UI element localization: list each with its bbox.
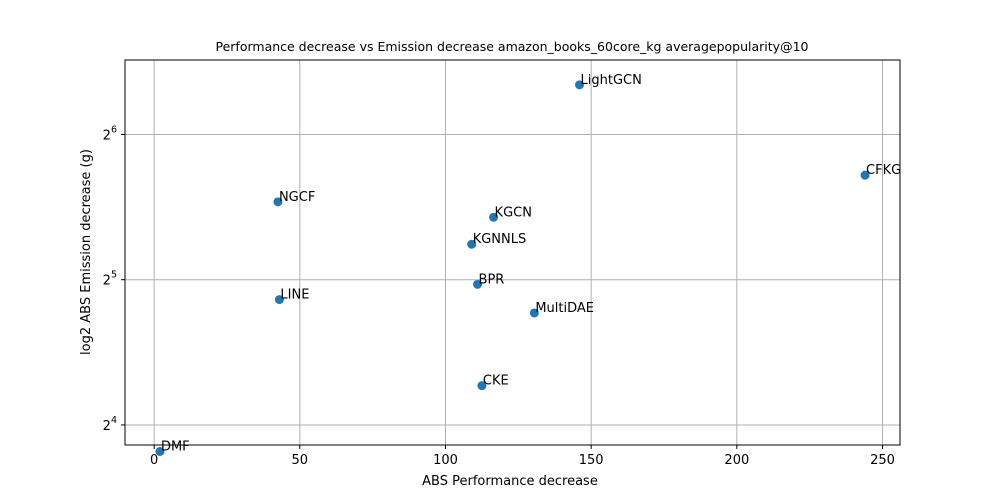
x-tick-label: 250 [870, 453, 895, 468]
x-tick-label: 0 [150, 453, 158, 468]
x-tick-label: 100 [433, 453, 458, 468]
scatter-point [473, 279, 483, 289]
point-label: KGCN [495, 205, 532, 220]
point-labels: LightGCN CFKG NGCF KGCN KGNNLS BPR LINE MultiDA… [161, 73, 901, 455]
grid [125, 60, 900, 445]
point-label: LINE [280, 288, 309, 303]
x-tick-label: 50 [292, 453, 309, 468]
scatter-point [860, 170, 870, 180]
point-label: BPR [479, 272, 505, 287]
point-label: DMF [161, 439, 190, 454]
scatter-point [155, 446, 165, 456]
y-axis-label: log2 ABS Emission decrease (g) [79, 149, 94, 355]
scatter-point [274, 295, 284, 305]
scatter-point [273, 197, 283, 207]
scatter-point [477, 381, 487, 391]
x-axis-label: ABS Performance decrease [422, 474, 598, 489]
scatter-point [575, 80, 585, 90]
point-label: CKE [483, 374, 509, 389]
x-tick-label: 150 [579, 453, 604, 468]
y-tick-label: 24 [103, 415, 117, 434]
point-label: CFKG [866, 163, 901, 178]
point-label: KGNNLS [473, 232, 527, 247]
y-tick-label: 26 [103, 124, 117, 143]
plot-area-frame [124, 59, 901, 446]
point-label: MultiDAE [535, 301, 594, 316]
point-label: NGCF [279, 190, 315, 205]
scatter-point [529, 308, 539, 318]
y-tick-label: 25 [103, 270, 117, 289]
x-tick-label: 200 [724, 453, 749, 468]
data-points [155, 80, 870, 456]
scatter-point [489, 212, 499, 222]
scatter-point [467, 239, 477, 249]
axis-ticks: 0 50 100 150 200 250 24 25 26 [103, 124, 895, 468]
chart-title: Performance decrease vs Emission decreas… [216, 39, 809, 54]
point-label: LightGCN [581, 73, 642, 88]
